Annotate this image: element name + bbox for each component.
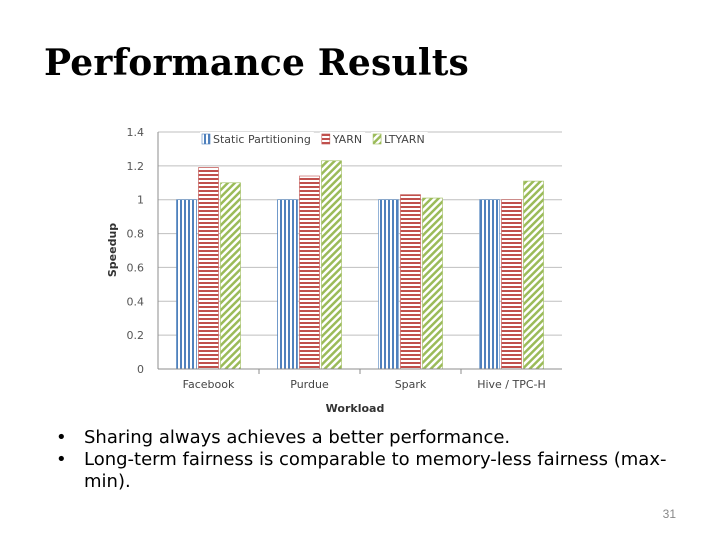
legend-swatch [321, 133, 331, 145]
slide-title: Performance Results [44, 42, 470, 84]
bullet-symbol: • [56, 427, 67, 448]
legend-swatch [372, 133, 382, 145]
bullet-list: • Sharing always achieves a better perfo… [56, 427, 696, 493]
legend-item: Static Partitioning [200, 132, 314, 146]
y-tick-label: 0.2 [127, 329, 145, 342]
y-tick-label: 1.2 [127, 160, 145, 173]
bars [176, 160, 544, 370]
slide-number: 31 [662, 507, 676, 521]
legend-label: LTYARN [384, 133, 425, 146]
bar-static-partitioning-hive-tpc-h [479, 199, 500, 370]
y-tick-label: 1.4 [127, 126, 145, 139]
legend-label: Static Partitioning [213, 133, 311, 146]
bar-static-partitioning-spark [378, 199, 399, 370]
y-axis-label: Speedup [106, 223, 119, 277]
y-tick-label: 1 [137, 194, 144, 207]
bullet-item: • Long-term fairness is comparable to me… [56, 449, 696, 493]
bullet-text: Long-term fairness is comparable to memo… [84, 449, 667, 492]
x-tick-label: Facebook [183, 378, 235, 391]
speedup-bar-chart: 0 0.2 0.4 0.6 0.8 1 1.2 1.4 Facebook Purdue Spark H… [106, 126, 562, 415]
bar-yarn-hive-tpc-h [501, 199, 522, 370]
y-tick-label: 0.4 [127, 295, 145, 308]
bar-yarn-spark [400, 194, 421, 370]
bullet-text: Sharing always achieves a better perform… [84, 427, 511, 448]
legend: Static Partitioning YARN LTYARN [200, 132, 428, 146]
bar-ltyarn-facebook [220, 182, 241, 370]
y-tick-label: 0 [137, 363, 144, 376]
x-tick-label: Purdue [290, 378, 329, 391]
legend-item: YARN [319, 132, 366, 146]
legend-item: LTYARN [371, 132, 428, 146]
x-axis-label: Workload [326, 402, 385, 415]
axes: 0 0.2 0.4 0.6 0.8 1 1.2 1.4 Facebook Purdue Spark H… [127, 126, 562, 391]
bar-ltyarn-spark [422, 197, 443, 370]
x-tick-label: Hive / TPC-H [477, 378, 546, 391]
bar-static-partitioning-purdue [277, 199, 298, 370]
x-tick-label: Spark [395, 378, 427, 391]
legend-item-background [371, 132, 428, 146]
legend-item-background [200, 132, 314, 146]
bullet-symbol: • [56, 449, 67, 470]
bar-static-partitioning-facebook [176, 199, 197, 370]
bullet-item: • Sharing always achieves a better perfo… [56, 427, 696, 449]
y-tick-label: 0.8 [127, 228, 145, 241]
y-tick-label: 0.6 [127, 261, 145, 274]
bar-yarn-facebook [198, 167, 219, 370]
bar-ltyarn-purdue [321, 160, 342, 370]
bar-yarn-purdue [299, 175, 320, 370]
legend-swatch [201, 133, 211, 145]
legend-item-background [319, 132, 366, 146]
bar-ltyarn-hive-tpc-h [523, 180, 544, 370]
legend-label: YARN [332, 133, 362, 146]
